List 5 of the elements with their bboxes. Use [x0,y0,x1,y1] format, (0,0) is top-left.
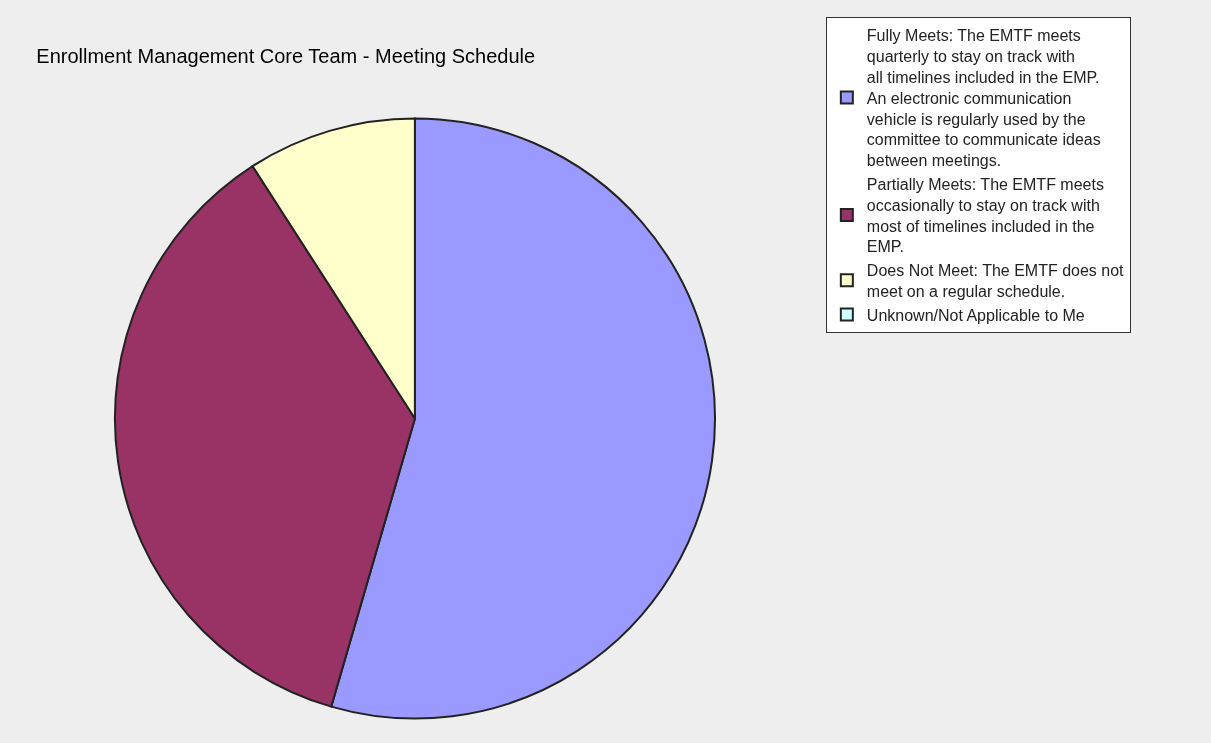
legend-label: Fully Meets: The EMTF meets quarterly to stay on track with all timelines included in the EMP. An electronic communication vehicle is regularly used by the committee to communicate ideas between meetings. [866,27,1101,170]
text: Enrollment Management Core Team - Meeting Schedule [36,44,536,67]
legend-label: Partially Meets: The EMTF meets occasionally to stay on track with most of timelines included in the EMP. [866,175,1104,256]
legend-label: Does Not Meet: The EMTF does not meet on a regular schedule. [866,262,1125,300]
legend-label: Unknown/Not Applicable to Me [866,306,1085,324]
